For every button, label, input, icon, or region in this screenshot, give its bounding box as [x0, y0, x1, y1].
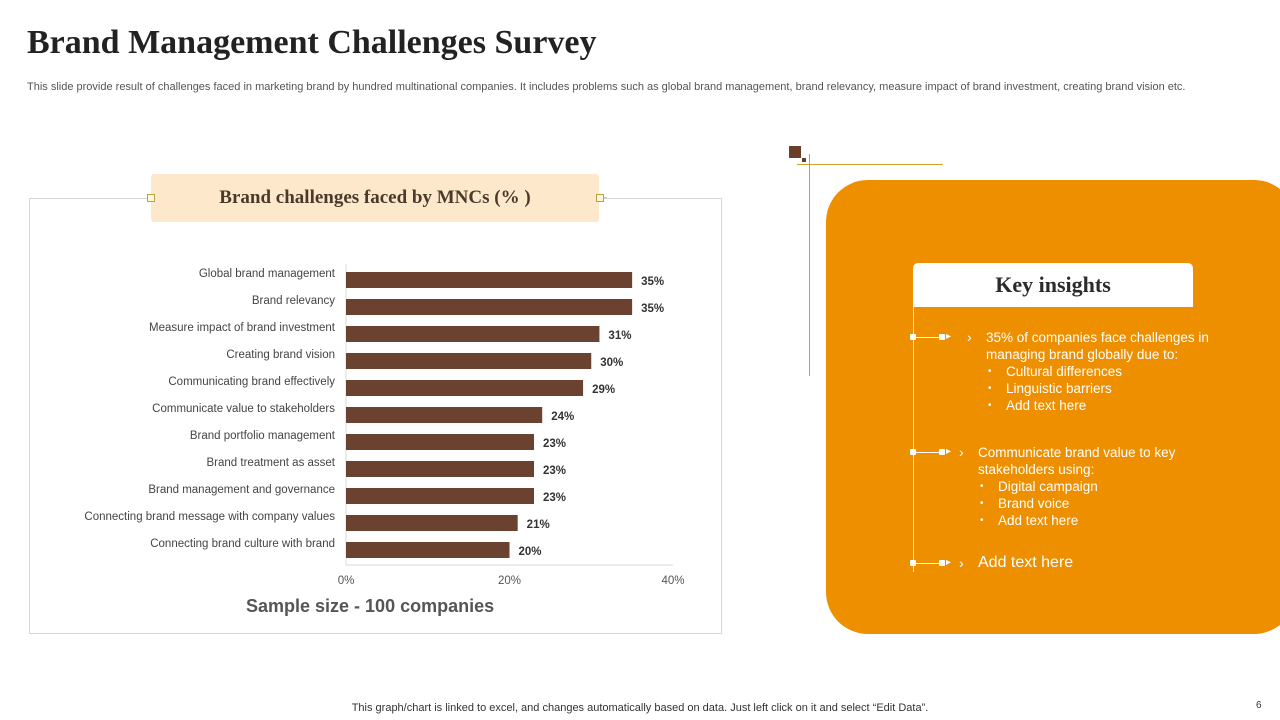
- bar: [346, 488, 535, 504]
- value-label: 35%: [641, 276, 664, 288]
- category-label: Measure impact of brand investment: [149, 322, 336, 334]
- value-label: 35%: [641, 303, 664, 315]
- value-label: 31%: [608, 330, 631, 342]
- x-tick-label: 0%: [338, 575, 355, 587]
- category-label: Brand portfolio management: [190, 430, 336, 442]
- x-tick-label: 20%: [498, 575, 521, 587]
- insight-bullet: Cultural differences: [986, 363, 1236, 380]
- value-label: 24%: [551, 411, 574, 423]
- category-label: Connecting brand message with company va…: [84, 511, 335, 523]
- chevron-right-icon: ›: [959, 555, 964, 571]
- timeline-node: [939, 449, 945, 455]
- bar: [346, 461, 535, 477]
- chart-header: Brand challenges faced by MNCs (% ): [151, 174, 599, 222]
- value-label: 23%: [543, 492, 566, 504]
- decor-line-vertical: [809, 154, 810, 376]
- insight-bullet: Digital campaign: [978, 478, 1228, 495]
- arrow-right-icon: ▸: [946, 557, 952, 568]
- decor-square: [789, 146, 801, 158]
- chevron-right-icon: ›: [967, 329, 972, 345]
- insights-heading: Key insights: [913, 263, 1193, 307]
- category-label: Brand treatment as asset: [207, 457, 336, 469]
- insight-item: 35% of companies face challenges in mana…: [986, 329, 1236, 414]
- header-handle-right: [596, 194, 604, 202]
- timeline-node: [910, 560, 916, 566]
- value-label: 29%: [592, 384, 615, 396]
- bar: [346, 353, 592, 369]
- category-label: Brand management and governance: [148, 484, 335, 496]
- chevron-right-icon: ›: [959, 444, 964, 460]
- insight-bullets: Digital campaign Brand voice Add text he…: [978, 478, 1228, 529]
- category-label: Communicating brand effectively: [168, 376, 335, 388]
- decor-square-small: [802, 158, 806, 162]
- value-label: 21%: [527, 519, 550, 531]
- insight-item: Communicate brand value to key stakehold…: [978, 444, 1228, 529]
- bar: [346, 407, 543, 423]
- timeline-node: [910, 334, 916, 340]
- footer-note: This graph/chart is linked to excel, and…: [351, 702, 929, 714]
- sample-size-label: Sample size - 100 companies: [246, 596, 495, 616]
- insight-bullet: Add text here: [978, 512, 1228, 529]
- value-label: 20%: [519, 546, 542, 558]
- header-handle-left: [147, 194, 155, 202]
- timeline-connector: [916, 337, 942, 338]
- insight-lead: Communicate brand value to key stakehold…: [978, 445, 1176, 477]
- category-label: Communicate value to stakeholders: [152, 403, 335, 415]
- timeline-node: [939, 334, 945, 340]
- category-label: Global brand management: [199, 268, 336, 280]
- category-label: Brand relevancy: [252, 295, 335, 307]
- insight-lead: Add text here: [978, 554, 1074, 571]
- decor-line-horizontal: [797, 164, 943, 165]
- bar: [346, 515, 518, 531]
- category-label: Connecting brand culture with brand: [150, 538, 335, 550]
- bar: [346, 380, 584, 396]
- timeline-node: [939, 560, 945, 566]
- timeline-line: [913, 307, 914, 572]
- bar: [346, 326, 600, 342]
- timeline-connector: [916, 452, 942, 453]
- page-number: 6: [1256, 700, 1262, 711]
- timeline-connector: [916, 563, 942, 564]
- value-label: 23%: [543, 438, 566, 450]
- insight-bullet: Linguistic barriers: [986, 380, 1236, 397]
- bar: [346, 434, 535, 450]
- arrow-right-icon: ▸: [946, 331, 952, 342]
- insight-bullet: Brand voice: [978, 495, 1228, 512]
- value-label: 23%: [543, 465, 566, 477]
- bar: [346, 272, 633, 288]
- insight-lead: 35% of companies face challenges in mana…: [986, 330, 1209, 362]
- arrow-right-icon: ▸: [946, 446, 952, 457]
- value-label: 30%: [600, 357, 623, 369]
- x-tick-label: 40%: [661, 575, 684, 587]
- bar: [346, 542, 510, 558]
- insight-bullet: Add text here: [986, 397, 1236, 414]
- category-label: Creating brand vision: [226, 349, 335, 361]
- insight-bullets: Cultural differences Linguistic barriers…: [986, 363, 1236, 414]
- slide-title: Brand Management Challenges Survey: [27, 24, 597, 61]
- slide-subtitle: This slide provide result of challenges …: [27, 81, 1186, 93]
- timeline-node: [910, 449, 916, 455]
- bar: [346, 299, 633, 315]
